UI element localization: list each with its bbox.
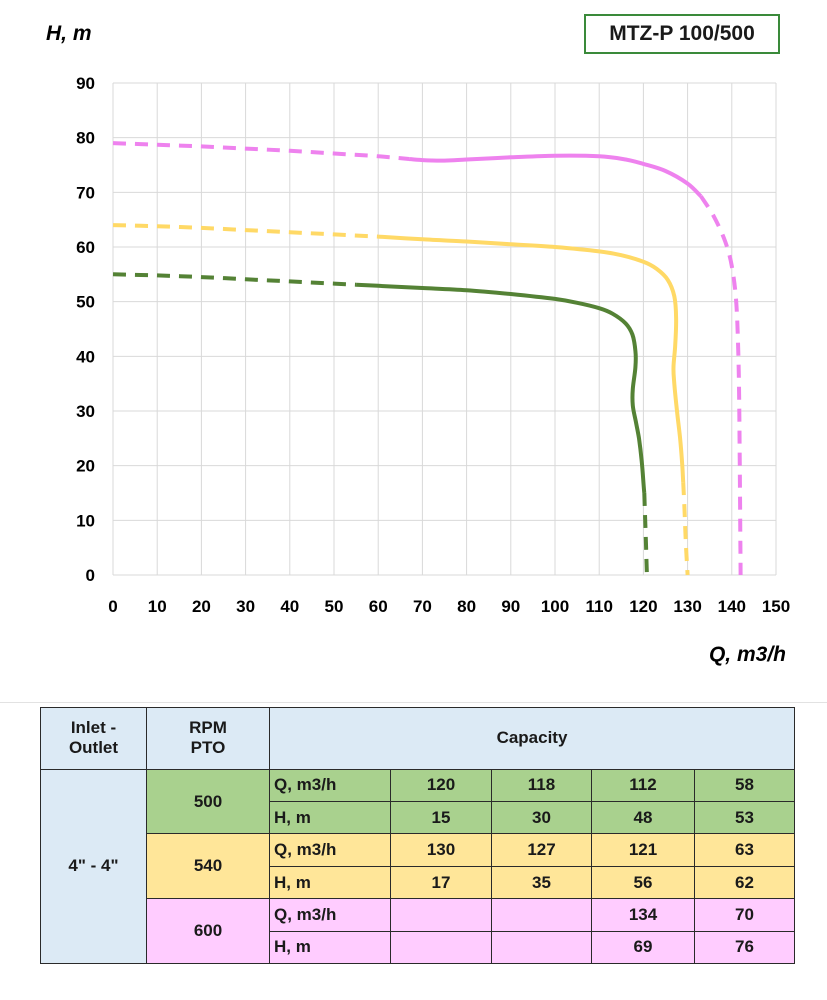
table-cell: 69 [591, 930, 695, 965]
y-tick-label: 90 [76, 74, 95, 93]
q-label-cell: Q, m3/h [269, 768, 391, 803]
y-tick-label: 0 [86, 566, 95, 585]
header-inlet-outlet-line1: Inlet - [70, 718, 117, 738]
table-cell [491, 930, 592, 965]
x-tick-label: 40 [280, 597, 299, 616]
table-cell: 130 [390, 833, 492, 867]
x-tick-label: 100 [541, 597, 569, 616]
table-cell [390, 930, 492, 965]
y-tick-label: 50 [76, 293, 95, 312]
x-tick-label: 60 [369, 597, 388, 616]
y-tick-label: 40 [76, 347, 95, 366]
table-cell [390, 898, 492, 932]
y-axis-label: H, m [46, 22, 92, 45]
x-tick-label: 150 [762, 597, 790, 616]
header-rpm-pto: RPM PTO [146, 707, 270, 770]
h-label-cell: H, m [269, 930, 391, 965]
header-capacity: Capacity [269, 707, 795, 770]
x-tick-label: 130 [673, 597, 701, 616]
table-cell: 76 [694, 930, 795, 965]
x-tick-label: 80 [457, 597, 476, 616]
table-cell: 17 [390, 865, 492, 900]
model-label-box: MTZ-P 100/500 [584, 14, 780, 54]
curve-solid [355, 282, 647, 494]
y-tick-label: 70 [76, 183, 95, 202]
y-tick-label: 60 [76, 238, 95, 257]
y-tick-label: 20 [76, 457, 95, 476]
curve-solid [378, 234, 686, 483]
chart-series [112, 141, 743, 576]
x-tick-label: 10 [148, 597, 167, 616]
header-inlet-outlet: Inlet - Outlet [40, 707, 147, 770]
x-tick-label: 110 [585, 597, 612, 616]
h-label-cell: H, m [269, 865, 391, 900]
x-tick-label: 70 [413, 597, 432, 616]
model-label: MTZ-P 100/500 [609, 22, 755, 45]
x-axis-label: Q, m3/h [709, 643, 786, 666]
y-axis-ticks: 0 10 20 30 40 50 60 70 80 90 [76, 74, 95, 585]
x-tick-label: 0 [108, 597, 117, 616]
y-tick-label: 30 [76, 402, 95, 421]
table-cell: 120 [390, 768, 492, 803]
table-cell: 56 [591, 865, 695, 900]
header-rpm-line1: RPM [189, 718, 227, 738]
table-cell: 15 [390, 801, 492, 835]
y-tick-label: 80 [76, 129, 95, 148]
table-cell: 53 [694, 801, 795, 835]
series-500-rpm [112, 272, 649, 576]
rpm-cell: 500 [146, 768, 270, 835]
table-cell [491, 898, 592, 932]
chart-grid [112, 82, 777, 576]
curve-dashed-start [112, 223, 379, 239]
x-tick-label: 30 [236, 597, 255, 616]
h-label-cell: H, m [269, 801, 391, 835]
capacity-table: Inlet - Outlet RPM PTO Capacity 4" - 4" … [40, 707, 795, 965]
table-cell: 134 [591, 898, 695, 932]
table-cell: 63 [694, 833, 795, 867]
series-540-rpm [112, 223, 690, 576]
curve-dashed-start [112, 272, 357, 287]
x-tick-label: 20 [192, 597, 211, 616]
size-cell: 4" - 4" [40, 768, 147, 965]
rpm-cell: 600 [146, 898, 270, 964]
table-cell: 121 [591, 833, 695, 867]
curve-solid [408, 153, 703, 198]
table-cell: 48 [591, 801, 695, 835]
table-cell: 35 [491, 865, 592, 900]
table-cell: 62 [694, 865, 795, 900]
header-rpm-line2: PTO [190, 738, 226, 758]
series-600-rpm [112, 141, 743, 576]
x-tick-label: 140 [718, 597, 746, 616]
curve-dashed-end [699, 195, 743, 576]
table-cell: 70 [694, 898, 795, 932]
x-axis-ticks: 0 10 20 30 40 50 60 70 80 90 100 110 120 130 140 150 [108, 597, 790, 616]
q-label-cell: Q, m3/h [269, 833, 391, 867]
table-cell: 118 [491, 768, 592, 803]
table-cell: 112 [591, 768, 695, 803]
curve-dashed-end [681, 482, 690, 576]
x-tick-label: 120 [629, 597, 657, 616]
y-tick-label: 10 [76, 511, 95, 530]
header-inlet-outlet-line2: Outlet [68, 738, 119, 758]
x-tick-label: 50 [325, 597, 344, 616]
x-tick-label: 90 [501, 597, 520, 616]
q-label-cell: Q, m3/h [269, 898, 391, 932]
table-cell: 127 [491, 833, 592, 867]
table-cell: 58 [694, 768, 795, 803]
rpm-cell: 540 [146, 833, 270, 900]
section-divider [0, 702, 827, 703]
pump-performance-chart: 0 10 20 30 40 50 60 70 80 90 0 10 20 30 40 50 60 70 80 90 1… [46, 22, 790, 666]
curve-dashed-start [112, 141, 410, 161]
curve-dashed-end [642, 492, 649, 576]
table-cell: 30 [491, 801, 592, 835]
